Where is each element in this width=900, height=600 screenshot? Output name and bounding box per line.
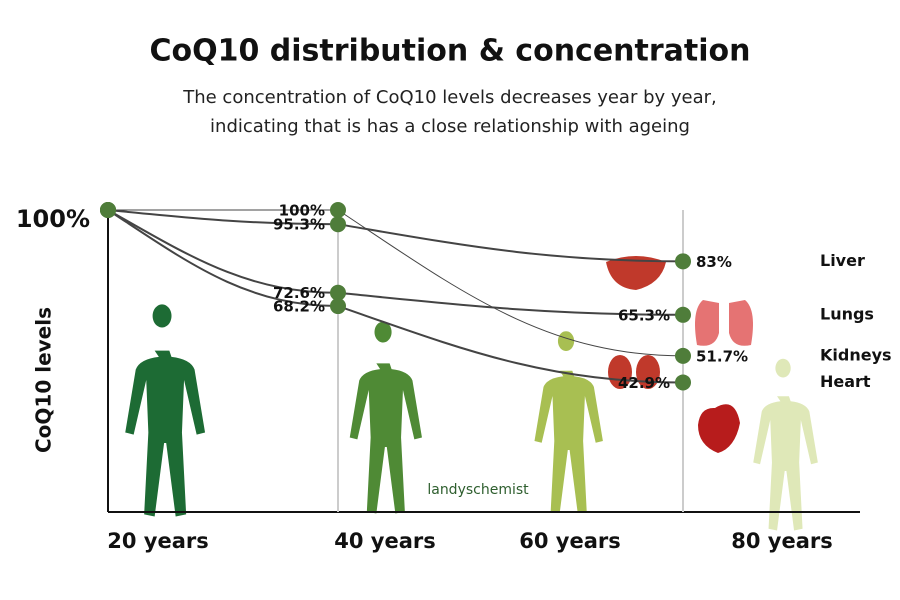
- value-label: 42.9%: [618, 374, 670, 392]
- series-line: [107, 209, 684, 357]
- watermark: landyschemist: [427, 482, 529, 498]
- x-tick-label: 60 years: [519, 529, 621, 553]
- value-label: 95.3%: [273, 216, 325, 234]
- value-label: 83%: [696, 253, 732, 271]
- value-label: 100%: [279, 202, 325, 220]
- legend-label: Heart: [820, 372, 871, 391]
- data-point: [675, 374, 691, 391]
- x-tick-label: 80 years: [731, 529, 833, 553]
- chart-title: CoQ10 distribution & concentration: [149, 34, 750, 69]
- data-point: [100, 202, 116, 218]
- value-label: 72.6%: [273, 284, 325, 302]
- value-label: 65.3%: [618, 306, 670, 324]
- value-label: 51.7%: [696, 347, 748, 365]
- x-tick-label: 20 years: [107, 529, 209, 553]
- y-tick-label: 100%: [16, 205, 90, 233]
- value-label: 68.2%: [273, 298, 325, 316]
- subtitle: The concentration of CoQ10 levels decrea…: [182, 87, 717, 108]
- data-point: [330, 298, 346, 315]
- legend-label: Liver: [820, 251, 865, 270]
- data-point: [675, 306, 691, 323]
- data-point: [330, 202, 346, 218]
- data-point: [330, 216, 346, 233]
- data-point: [675, 347, 691, 364]
- legend-label: Kidneys: [820, 345, 892, 364]
- series-line: [107, 209, 684, 384]
- y-axis-label: CoQ10 levels: [32, 307, 56, 453]
- data-point: [330, 284, 346, 301]
- subtitle: indicating that is has a close relations…: [210, 116, 690, 137]
- series-line: [107, 209, 684, 316]
- data-point: [675, 253, 691, 270]
- legend-label: Lungs: [820, 304, 874, 323]
- x-tick-label: 40 years: [334, 529, 436, 553]
- series-line: [107, 209, 684, 263]
